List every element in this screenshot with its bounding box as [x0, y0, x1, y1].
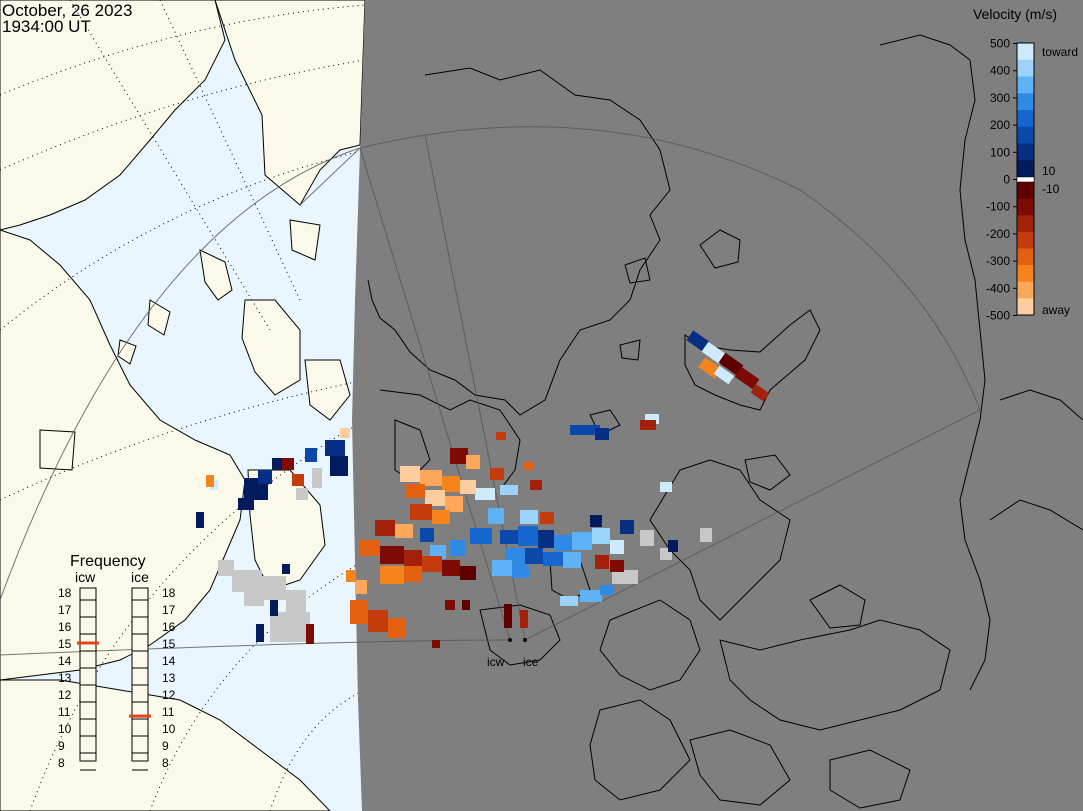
colorbar-tick-label: -200 [986, 227, 1010, 241]
colorbar-tick-label: -100 [986, 200, 1010, 214]
frequency-tick-label: 17 [162, 603, 176, 617]
colorbar-segment-toward [1017, 93, 1034, 111]
colorbar-away-segments [1017, 182, 1034, 316]
colorbar-segment-toward [1017, 59, 1034, 77]
colorbar-segment-away [1017, 265, 1034, 283]
frequency-tick-label: 15 [162, 637, 176, 651]
frequency-bar-ice [131, 587, 149, 762]
frequency-bar-icw [79, 587, 97, 762]
colorbar-segment-away [1017, 281, 1034, 299]
frequency-tick-label: 8 [162, 756, 169, 770]
colorbar-ticks: 500 400 300 200 100 0 -100 -200 -300 -400 -500 [986, 37, 1017, 323]
velocity-colorbar: 500 400 300 200 100 0 -100 -200 -300 -400 -500 tow… [986, 37, 1078, 323]
frequency-tick-label: 12 [58, 688, 72, 702]
colorbar-segment-toward [1017, 76, 1034, 94]
frequency-tick-label: 15 [58, 637, 72, 651]
colorbar-toward-segments [1017, 43, 1034, 178]
colorbar-zero-band [1016, 176, 1035, 183]
frequency-tick-label: 13 [162, 671, 176, 685]
colorbar-segment-away [1017, 231, 1034, 249]
frequency-title: Frequency [70, 553, 146, 570]
radar-sites: icw ice [487, 638, 539, 669]
colorbar-segment-away [1017, 182, 1034, 200]
frequency-panel: Frequency icw ice 18 18 17 17 16 16 15 15 14 14 13… [58, 553, 176, 771]
frequency-tick-label: 11 [58, 705, 71, 719]
colorbar-tick-label: -400 [986, 281, 1010, 295]
colorbar-away-label: away [1042, 303, 1070, 317]
colorbar-segment-toward [1017, 160, 1034, 178]
colorbar-segment-away [1017, 298, 1034, 316]
frequency-tick-label: 12 [162, 688, 176, 702]
coastlines-night [367, 34, 1083, 809]
colorbar-tick-label: -500 [986, 309, 1010, 323]
colorbar-tick-label: 0 [1003, 173, 1010, 187]
frequency-tick-label: 18 [58, 586, 72, 600]
colorbar-toward-label: toward [1042, 45, 1078, 59]
velocity-echoes [196, 330, 770, 648]
frequency-tick-label: 16 [58, 620, 72, 634]
site-marker-icw [508, 638, 512, 642]
colorbar-segment-away [1017, 248, 1034, 266]
frequency-tick-label: 8 [58, 756, 65, 770]
colorbar-tick-label: 400 [990, 64, 1010, 78]
colorbar-tick-label: 200 [990, 118, 1010, 132]
site-label-icw: icw [487, 655, 505, 669]
colorbar-segment-toward [1017, 43, 1034, 61]
night-region [352, 0, 1083, 811]
date-label: October, 26 2023 [2, 1, 133, 20]
site-marker-ice [523, 638, 527, 642]
frequency-tick-label: 9 [58, 739, 65, 753]
colorbar-segment-away [1017, 198, 1034, 216]
colorbar-segment-toward [1017, 126, 1034, 144]
frequency-tick-label: 14 [58, 654, 72, 668]
time-label: 1934:00 UT [2, 17, 91, 36]
frequency-marker-ice [129, 714, 151, 718]
colorbar-tick-label: 100 [990, 145, 1010, 159]
colorbar-segment-toward [1017, 110, 1034, 128]
frequency-tick-label: 11 [162, 705, 175, 719]
colorbar-title: Velocity (m/s) [973, 6, 1058, 22]
colorbar-inner-label-neg: -10 [1042, 182, 1060, 196]
colorbar-inner-label-pos: 10 [1042, 164, 1056, 178]
frequency-radar-label-ice: ice [131, 569, 149, 585]
frequency-marker-icw [77, 641, 99, 645]
frequency-tick-label: 14 [162, 654, 176, 668]
frequency-ticks: 18 18 17 17 16 16 15 15 14 14 13 13 12 12 11 11 10 10 9 9 8 8 [58, 586, 176, 771]
frequency-radar-label-icw: icw [75, 569, 96, 585]
site-label-ice: ice [523, 655, 539, 669]
frequency-tick-label: 13 [58, 671, 72, 685]
frequency-tick-label: 16 [162, 620, 176, 634]
ground-scatter [218, 440, 712, 642]
frequency-tick-label: 9 [162, 739, 169, 753]
frequency-tick-label: 10 [162, 722, 176, 736]
colorbar-tick-label: -300 [986, 254, 1010, 268]
colorbar-segment-toward [1017, 143, 1034, 161]
frequency-tick-label: 17 [58, 603, 72, 617]
frequency-tick-label: 10 [58, 722, 72, 736]
frequency-tick-label: 18 [162, 586, 176, 600]
colorbar-tick-label: 500 [990, 37, 1010, 51]
colorbar-segment-away [1017, 215, 1034, 233]
colorbar-tick-label: 300 [990, 91, 1010, 105]
dotted-graticule [0, 0, 366, 811]
